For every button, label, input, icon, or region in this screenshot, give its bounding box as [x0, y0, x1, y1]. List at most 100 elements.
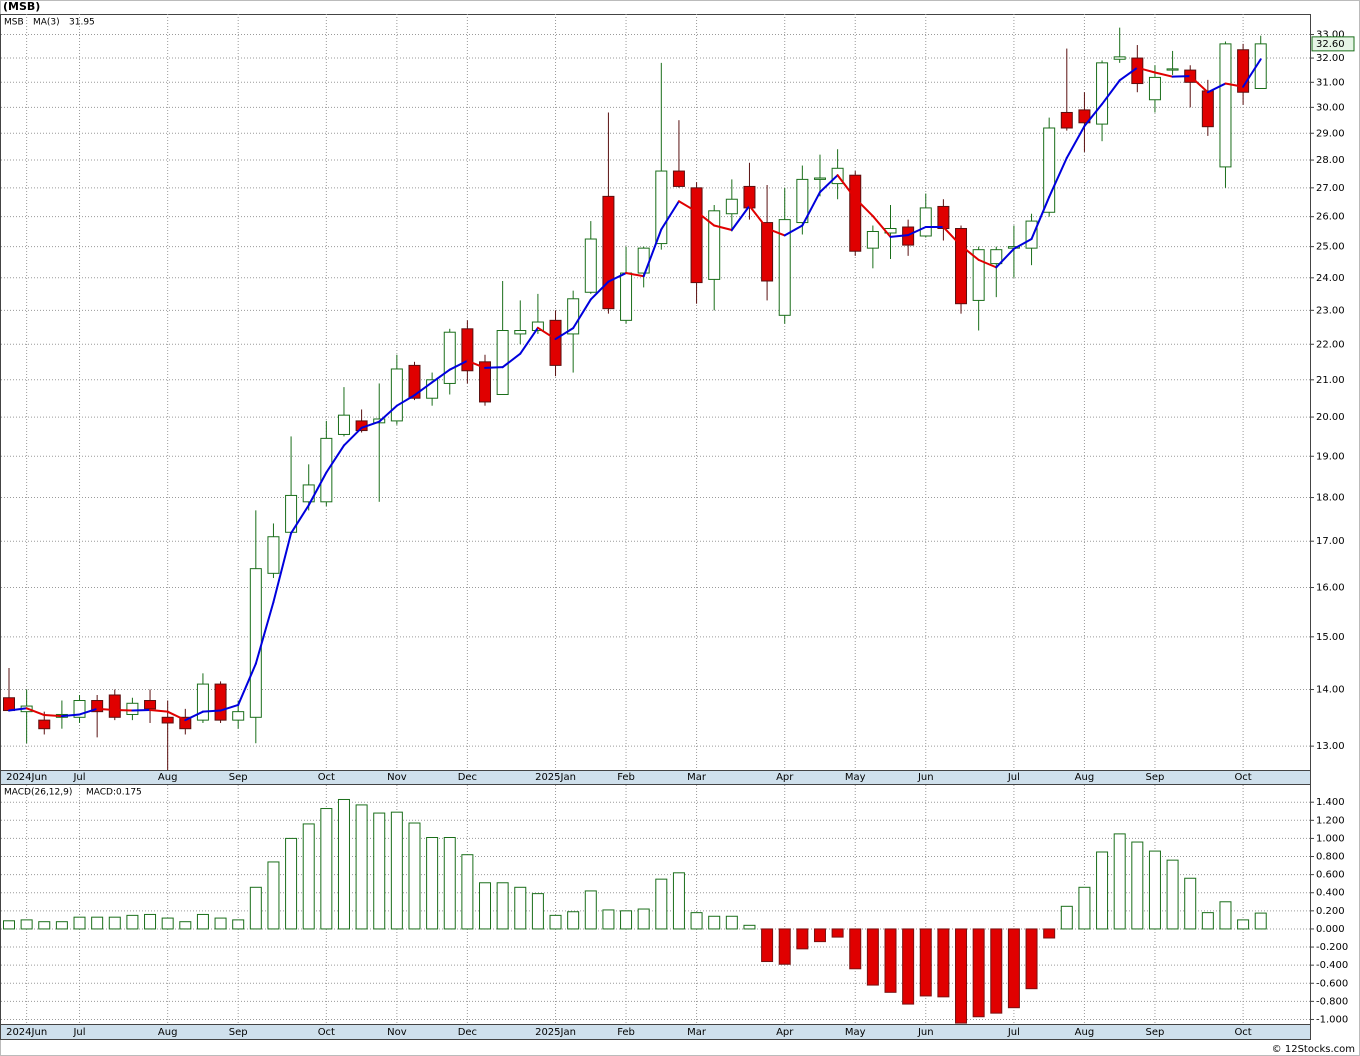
ma-segment — [783, 224, 804, 237]
candle-body — [531, 321, 544, 332]
candle-body — [3, 697, 15, 712]
ma-segment — [1206, 82, 1227, 94]
candle-body — [743, 185, 756, 209]
macd-bar — [267, 861, 280, 930]
ma-segment — [96, 707, 116, 711]
candle-body — [426, 379, 439, 399]
x-tick-label: Nov — [387, 1027, 407, 1038]
candle-body — [567, 298, 580, 335]
macd-bar — [584, 890, 597, 930]
ma-segment — [1224, 82, 1245, 88]
macd-bar — [849, 928, 862, 970]
y-tick-label: 17.00 — [1316, 536, 1345, 547]
candle-body — [602, 195, 615, 310]
y-tick-label: 1.200 — [1316, 815, 1345, 826]
macd-bar — [813, 928, 826, 943]
y-tick-label: 13.00 — [1316, 741, 1345, 752]
x-tick-label: Sep — [1146, 772, 1165, 783]
x-tick-label: 2025Jan — [535, 772, 576, 783]
y-tick-label: 25.00 — [1316, 242, 1345, 253]
macd-bar — [3, 920, 15, 930]
macd-bar — [1007, 928, 1020, 1009]
macd-bar — [1113, 833, 1126, 930]
ma-segment — [184, 710, 204, 722]
candle-body — [179, 716, 192, 730]
ma-segment — [325, 444, 345, 474]
y-tick-label: 19.00 — [1316, 451, 1345, 462]
candle-body — [1219, 43, 1232, 168]
ma-segment — [1012, 238, 1033, 250]
ma-segment — [854, 197, 874, 218]
ma-segment — [625, 272, 645, 278]
macd-bar — [972, 928, 985, 1018]
macd-bar — [831, 928, 844, 938]
y-tick-label: 0.000 — [1316, 924, 1345, 935]
ma-segment — [1101, 79, 1121, 106]
candle-body — [990, 249, 1003, 265]
candle-body — [232, 711, 245, 721]
candle-body — [1237, 49, 1250, 93]
ma-segment — [342, 426, 363, 447]
macd-bar — [708, 915, 721, 930]
ma-segment — [748, 204, 769, 230]
ma-segment — [501, 352, 522, 369]
x-tick-label: Oct — [318, 1027, 335, 1038]
ma-segment — [1136, 66, 1156, 74]
x-tick-label: Oct — [1234, 1027, 1251, 1038]
x-tick-label: May — [845, 1027, 866, 1038]
candle-body — [479, 361, 492, 403]
y-tick-label: 15.00 — [1316, 632, 1345, 643]
candle-body — [1113, 56, 1126, 60]
candle-body — [866, 230, 879, 249]
macd-bar — [232, 919, 245, 930]
y-tick-label: -0.200 — [1316, 942, 1348, 953]
y-tick-label: 24.00 — [1316, 273, 1345, 284]
ma-segment — [554, 327, 575, 341]
macd-bar — [637, 908, 650, 930]
macd-bar — [1043, 928, 1056, 939]
ma-segment — [360, 420, 381, 429]
legend-label: MSB — [4, 18, 24, 28]
ma-segment — [201, 709, 222, 713]
macd-bar — [443, 837, 456, 930]
macd-bar — [761, 928, 774, 963]
candle-body — [637, 247, 650, 274]
y-tick-label: 27.00 — [1316, 183, 1345, 194]
candle-body — [73, 700, 86, 718]
price-panel — [0, 14, 1311, 771]
ma-segment — [149, 708, 169, 713]
macd-bar — [1060, 905, 1073, 930]
candle-body — [126, 702, 139, 715]
ma-segment — [484, 366, 504, 369]
ma-segment — [995, 247, 1015, 269]
macd-bar — [1131, 841, 1144, 930]
ma-segment — [977, 258, 998, 269]
macd-bar — [108, 916, 121, 930]
y-tick-label: 1.400 — [1316, 797, 1345, 808]
y-tick-label: 28.00 — [1316, 155, 1345, 166]
x-tick-label: Sep — [1146, 1027, 1165, 1038]
page-title: (MSB) — [3, 0, 40, 13]
ma-segment — [907, 226, 927, 237]
macd-bar — [655, 878, 668, 930]
y-tick-label: 23.00 — [1316, 305, 1345, 316]
x-tick-label: Apr — [776, 772, 794, 783]
candle-body — [778, 219, 791, 316]
y-tick-label: -0.600 — [1316, 978, 1348, 989]
ma-segment — [695, 210, 716, 227]
x-tick-label: Feb — [617, 772, 635, 783]
ma-segment — [1065, 125, 1086, 159]
macd-bar — [426, 837, 439, 930]
ma-segment — [642, 228, 663, 278]
macd-bar — [179, 921, 192, 930]
ma-segment — [43, 714, 63, 718]
ma-segment — [448, 359, 469, 371]
candle-body — [144, 700, 157, 710]
macd-bar — [620, 910, 633, 930]
x-tick-label: Sep — [229, 1027, 248, 1038]
y-tick-label: 21.00 — [1316, 375, 1345, 386]
y-tick-label: -1.000 — [1316, 1014, 1348, 1025]
candle-body — [849, 174, 862, 252]
candle-body — [1060, 111, 1073, 129]
